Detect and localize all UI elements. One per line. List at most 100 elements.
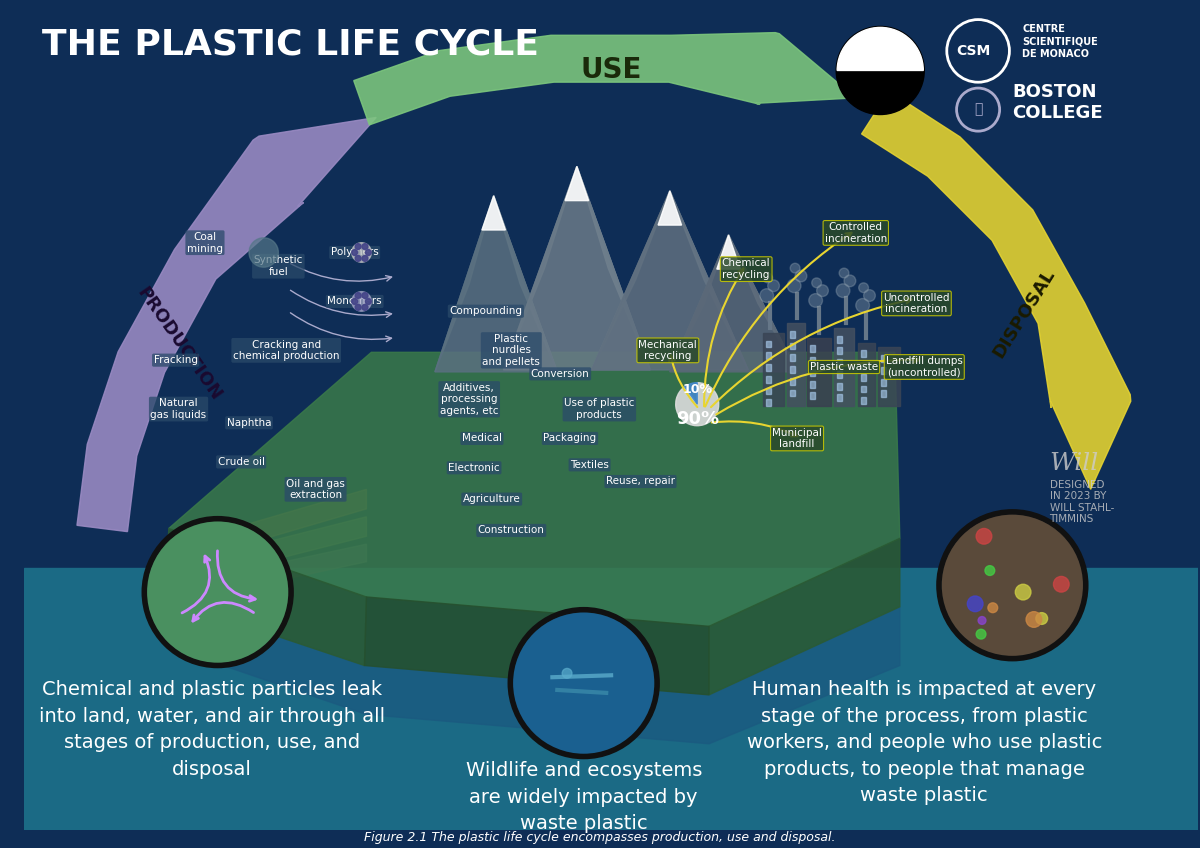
Circle shape bbox=[355, 243, 361, 249]
Circle shape bbox=[967, 596, 983, 611]
Circle shape bbox=[362, 304, 368, 310]
Wedge shape bbox=[838, 27, 923, 70]
Circle shape bbox=[1036, 612, 1048, 624]
Bar bbox=[787, 323, 805, 406]
Text: Plastic
nurdles
and pellets: Plastic nurdles and pellets bbox=[482, 334, 540, 367]
Text: Packaging: Packaging bbox=[544, 433, 596, 444]
Bar bbox=[791, 389, 796, 396]
Circle shape bbox=[355, 293, 361, 298]
Bar bbox=[766, 376, 770, 382]
Circle shape bbox=[362, 293, 368, 298]
Circle shape bbox=[796, 271, 806, 282]
Text: Synthetic
fuel: Synthetic fuel bbox=[253, 255, 304, 277]
Bar bbox=[838, 382, 842, 389]
Circle shape bbox=[355, 255, 361, 261]
Text: MINDEROO: MINDEROO bbox=[857, 51, 904, 60]
Text: THE PLASTIC LIFE CYCLE: THE PLASTIC LIFE CYCLE bbox=[42, 27, 539, 61]
Polygon shape bbox=[77, 117, 377, 532]
Bar bbox=[766, 388, 770, 394]
Text: Figure 2.1 The plastic life cycle encompasses production, use and disposal.: Figure 2.1 The plastic life cycle encomp… bbox=[365, 831, 835, 844]
Circle shape bbox=[864, 290, 875, 301]
Bar bbox=[860, 362, 865, 369]
Circle shape bbox=[514, 612, 654, 754]
Bar bbox=[791, 366, 796, 373]
Polygon shape bbox=[709, 538, 900, 695]
Circle shape bbox=[1026, 611, 1042, 628]
Text: Textiles: Textiles bbox=[570, 460, 610, 470]
Wedge shape bbox=[676, 382, 719, 426]
Bar bbox=[810, 345, 815, 352]
Bar bbox=[878, 348, 900, 406]
Text: Compounding: Compounding bbox=[449, 306, 522, 316]
Polygon shape bbox=[166, 516, 366, 587]
Circle shape bbox=[976, 528, 992, 544]
Bar bbox=[858, 343, 875, 406]
Polygon shape bbox=[434, 196, 557, 372]
Bar bbox=[763, 332, 785, 406]
Bar bbox=[838, 336, 842, 343]
Bar bbox=[838, 360, 842, 366]
Text: Landfill dumps
(uncontrolled): Landfill dumps (uncontrolled) bbox=[886, 356, 962, 378]
Circle shape bbox=[988, 603, 997, 612]
Text: Coal
mining: Coal mining bbox=[187, 232, 223, 254]
Circle shape bbox=[985, 566, 995, 576]
Circle shape bbox=[978, 616, 986, 624]
Bar bbox=[810, 393, 815, 399]
Text: Electronic: Electronic bbox=[449, 463, 500, 473]
Wedge shape bbox=[684, 382, 697, 404]
Text: Crude oil: Crude oil bbox=[217, 457, 265, 467]
Bar bbox=[766, 364, 770, 371]
Text: Mechanical
recycling: Mechanical recycling bbox=[638, 339, 697, 361]
Circle shape bbox=[791, 263, 800, 273]
Bar bbox=[838, 348, 842, 354]
Text: Reuse, repair: Reuse, repair bbox=[606, 477, 674, 487]
Circle shape bbox=[836, 284, 850, 298]
Text: DISPOSAL: DISPOSAL bbox=[990, 265, 1058, 361]
Bar bbox=[806, 338, 832, 406]
Text: Plastic waste: Plastic waste bbox=[810, 362, 878, 372]
Text: Chemical and plastic particles leak
into land, water, and air through all
stages: Chemical and plastic particles leak into… bbox=[38, 680, 385, 778]
Text: Polymers: Polymers bbox=[331, 248, 378, 258]
Text: Human health is impacted at every
stage of the process, from plastic
workers, an: Human health is impacted at every stage … bbox=[746, 680, 1102, 805]
Text: Monomers: Monomers bbox=[328, 297, 382, 306]
Circle shape bbox=[250, 237, 278, 267]
Circle shape bbox=[976, 629, 986, 639]
Text: Cracking and
chemical production: Cracking and chemical production bbox=[233, 339, 340, 361]
Circle shape bbox=[352, 249, 358, 255]
Text: Uncontrolled
incineration: Uncontrolled incineration bbox=[883, 293, 949, 314]
Circle shape bbox=[817, 285, 828, 297]
Polygon shape bbox=[354, 32, 856, 125]
Circle shape bbox=[811, 278, 822, 287]
Text: Medical: Medical bbox=[462, 433, 502, 444]
Text: Will: Will bbox=[1050, 452, 1099, 475]
Text: Construction: Construction bbox=[478, 526, 545, 535]
Bar bbox=[860, 386, 865, 393]
Polygon shape bbox=[166, 489, 366, 567]
Circle shape bbox=[844, 275, 856, 287]
Text: Natural
gas liquids: Natural gas liquids bbox=[150, 399, 206, 420]
Circle shape bbox=[836, 26, 924, 114]
Polygon shape bbox=[434, 196, 493, 372]
Polygon shape bbox=[670, 235, 797, 372]
Bar bbox=[766, 399, 770, 406]
Circle shape bbox=[839, 268, 848, 278]
Polygon shape bbox=[670, 235, 728, 372]
Polygon shape bbox=[670, 191, 748, 370]
Bar bbox=[791, 377, 796, 385]
Bar bbox=[791, 331, 796, 338]
Circle shape bbox=[352, 243, 371, 262]
Bar bbox=[766, 352, 770, 360]
Text: Use of plastic
products: Use of plastic products bbox=[564, 399, 635, 420]
Polygon shape bbox=[728, 235, 797, 372]
Text: Wildlife and ecosystems
are widely impacted by
waste plastic: Wildlife and ecosystems are widely impac… bbox=[466, 762, 702, 834]
Text: PRODUCTION: PRODUCTION bbox=[133, 284, 224, 404]
Bar bbox=[791, 343, 796, 349]
Text: 10%: 10% bbox=[683, 383, 713, 396]
Bar bbox=[810, 381, 815, 388]
Text: Municipal
landfill: Municipal landfill bbox=[772, 427, 822, 449]
Text: CENTRE
SCIENTIFIQUE
DE MONACO: CENTRE SCIENTIFIQUE DE MONACO bbox=[1022, 24, 1098, 59]
Circle shape bbox=[562, 668, 572, 678]
Circle shape bbox=[366, 249, 371, 255]
Polygon shape bbox=[658, 191, 682, 225]
Polygon shape bbox=[169, 352, 900, 627]
